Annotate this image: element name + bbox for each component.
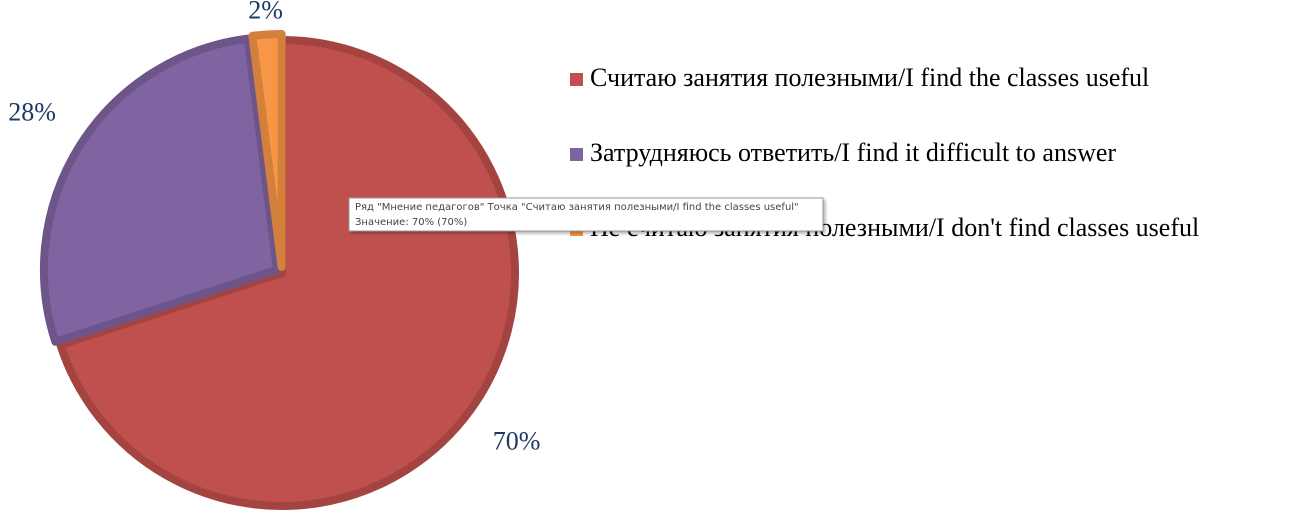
tooltip: Ряд "Мнение педагогов" Точка "Считаю зан… — [348, 197, 824, 232]
tooltip-line: Ряд "Мнение педагогов" Точка "Считаю зан… — [355, 202, 799, 213]
pie-slice — [248, 30, 286, 272]
legend-swatch — [570, 73, 583, 86]
pie-slice — [39, 34, 281, 346]
tooltip-box — [348, 197, 824, 232]
data-label: 2% — [248, 0, 283, 24]
legend-swatch — [570, 148, 583, 161]
data-label: 70% — [493, 426, 541, 455]
legend-label: Считаю занятия полезными/I find the clas… — [590, 63, 1149, 92]
data-label: 28% — [8, 97, 56, 126]
pie: 70% 28% 2% — [8, 0, 541, 510]
pie-slice — [56, 36, 519, 510]
tooltip-line: Значение: 70% (70%) — [355, 217, 467, 228]
legend-label: Затрудняюсь ответить/I find it difficult… — [590, 138, 1116, 167]
